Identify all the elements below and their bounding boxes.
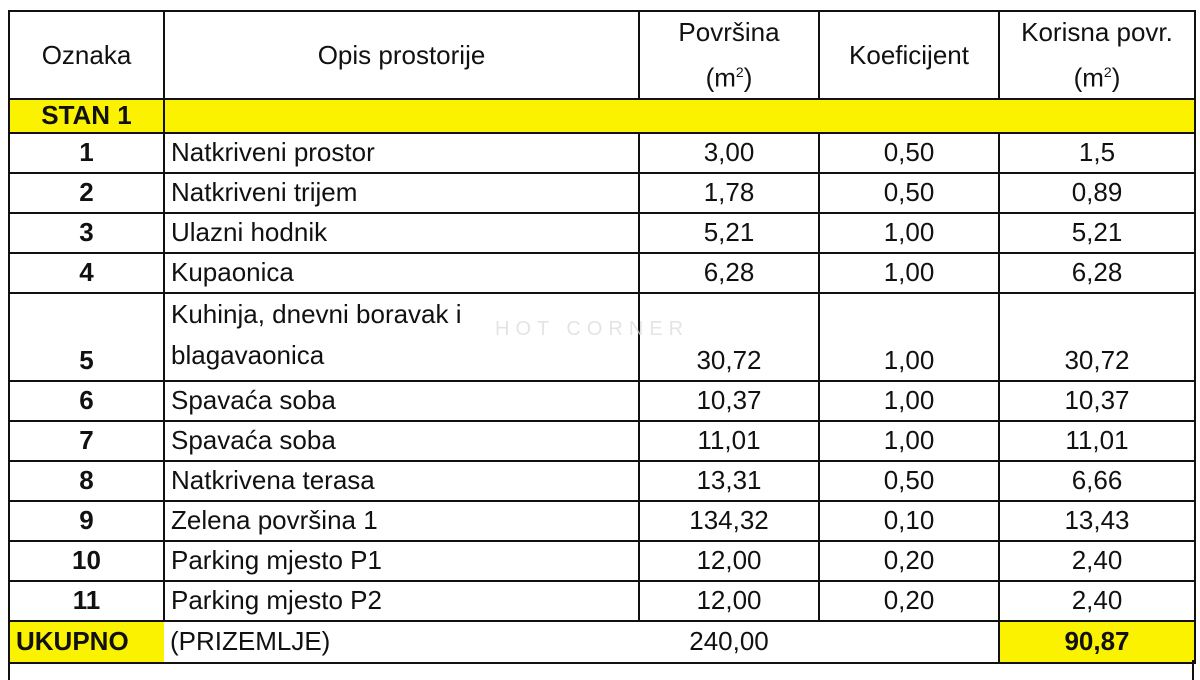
table-row: 4 Kupaonica 6,28 1,00 6,28 <box>8 251 1196 294</box>
row-opis: Ulazni hodnik <box>163 211 640 254</box>
table-row: 10 Parking mjesto P1 12,00 0,20 2,40 <box>8 539 1196 582</box>
row-korisna: 30,72 <box>998 291 1196 382</box>
row-povrsina: 12,00 <box>638 539 820 582</box>
row-oznaka: 9 <box>8 499 165 542</box>
row-koeficijent: 0,20 <box>818 539 1000 582</box>
row-korisna: 0,89 <box>998 171 1196 214</box>
row-povrsina: 3,00 <box>638 131 820 174</box>
table-row: 7 Spavaća soba 11,01 1,00 11,01 <box>8 419 1196 462</box>
row-korisna: 2,40 <box>998 579 1196 622</box>
table-row: 6 Spavaća soba 10,37 1,00 10,37 <box>8 379 1196 422</box>
row-korisna: 11,01 <box>998 419 1196 462</box>
row-opis: Natkriveni trijem <box>163 171 640 214</box>
row-opis: Natkrivena terasa <box>163 459 640 502</box>
row-oznaka: 5 <box>8 291 165 382</box>
header-korisna-unit: (m <box>1073 62 1104 93</box>
row-opis: Kuhinja, dnevni boravak i blagavaonica <box>163 291 640 382</box>
row-opis: Parking mjesto P2 <box>163 579 640 622</box>
area-table: Oznaka Opis prostorije Površina (m2) Koe… <box>8 10 1196 664</box>
table-row: 11 Parking mjesto P2 12,00 0,20 2,40 <box>8 579 1196 622</box>
row-oznaka: 7 <box>8 419 165 462</box>
row-povrsina: 6,28 <box>638 251 820 294</box>
row-koeficijent: 1,00 <box>818 251 1000 294</box>
total-label: UKUPNO <box>8 619 164 664</box>
table-row: 5 Kuhinja, dnevni boravak i blagavaonica… <box>8 291 1196 382</box>
row-povrsina: 13,31 <box>638 459 820 502</box>
row-povrsina: 11,01 <box>638 419 820 462</box>
row-opis: Kupaonica <box>163 251 640 294</box>
row-koeficijent: 1,00 <box>818 211 1000 254</box>
header-oznaka: Oznaka <box>8 10 165 100</box>
row-korisna: 13,43 <box>998 499 1196 542</box>
row-koeficijent: 1,00 <box>818 379 1000 422</box>
row-korisna: 10,37 <box>998 379 1196 422</box>
row-povrsina: 1,78 <box>638 171 820 214</box>
row-korisna: 6,28 <box>998 251 1196 294</box>
row-povrsina: 5,21 <box>638 211 820 254</box>
section-label: STAN 1 <box>8 97 165 134</box>
total-povrsina: 240,00 <box>639 619 819 664</box>
unit-sup: 2 <box>1103 64 1112 80</box>
table-header-row: Oznaka Opis prostorije Površina (m2) Koe… <box>8 10 1196 100</box>
row-oznaka: 1 <box>8 131 165 174</box>
header-koeficijent: Koeficijent <box>818 10 1000 100</box>
row-korisna: 1,5 <box>998 131 1196 174</box>
row-opis-line1: Kuhinja, dnevni boravak i <box>171 298 462 329</box>
table-row: 1 Natkriveni prostor 3,00 0,50 1,5 <box>8 131 1196 174</box>
header-povrsina: Površina (m2) <box>638 10 820 100</box>
row-koeficijent: 1,00 <box>818 419 1000 462</box>
row-opis-line2: blagavaonica <box>171 339 325 370</box>
row-oznaka: 6 <box>8 379 165 422</box>
header-povrsina-label: Površina <box>678 17 780 47</box>
row-oznaka: 3 <box>8 211 165 254</box>
header-korisna-label: Korisna povr. <box>1021 17 1173 47</box>
unit-close: ) <box>743 62 753 93</box>
row-koeficijent: 0,10 <box>818 499 1000 542</box>
row-oznaka: 4 <box>8 251 165 294</box>
table-row: 2 Natkriveni trijem 1,78 0,50 0,89 <box>8 171 1196 214</box>
table-row: 9 Zelena površina 1 134,32 0,10 13,43 <box>8 499 1196 542</box>
header-opis: Opis prostorije <box>163 10 640 100</box>
row-oznaka: 2 <box>8 171 165 214</box>
row-opis: Zelena površina 1 <box>163 499 640 542</box>
row-opis: Parking mjesto P1 <box>163 539 640 582</box>
top-strip <box>0 0 1200 10</box>
row-opis: Spavaća soba <box>163 379 640 422</box>
row-oznaka: 11 <box>8 579 165 622</box>
row-povrsina: 12,00 <box>638 579 820 622</box>
unit-close: ) <box>1111 62 1121 93</box>
row-opis: Natkriveni prostor <box>163 131 640 174</box>
row-koeficijent: 0,50 <box>818 171 1000 214</box>
row-koeficijent: 0,50 <box>818 131 1000 174</box>
total-row: UKUPNO (PRIZEMLJE) 240,00 90,87 <box>8 619 1196 664</box>
section-row: STAN 1 <box>8 97 1196 134</box>
row-koeficijent: 0,20 <box>818 579 1000 622</box>
row-oznaka: 8 <box>8 459 165 502</box>
row-opis: Spavaća soba <box>163 419 640 462</box>
unit-sup: 2 <box>735 64 744 80</box>
section-fill <box>163 97 1196 134</box>
watermark: HOT CORNER <box>495 318 690 340</box>
table-row: 8 Natkrivena terasa 13,31 0,50 6,66 <box>8 459 1196 502</box>
row-koeficijent: 0,50 <box>818 459 1000 502</box>
row-povrsina: 30,72 <box>638 291 820 382</box>
total-empty <box>819 619 1000 664</box>
total-korisna: 90,87 <box>998 619 1196 664</box>
bottom-box <box>8 660 1194 680</box>
header-korisna: Korisna povr. (m2) <box>998 10 1196 100</box>
row-koeficijent: 1,00 <box>818 291 1000 382</box>
row-korisna: 6,66 <box>998 459 1196 502</box>
row-povrsina: 10,37 <box>638 379 820 422</box>
row-oznaka: 10 <box>8 539 165 582</box>
total-note: (PRIZEMLJE) <box>164 619 639 664</box>
row-korisna: 2,40 <box>998 539 1196 582</box>
row-korisna: 5,21 <box>998 211 1196 254</box>
row-povrsina: 134,32 <box>638 499 820 542</box>
table-row: 3 Ulazni hodnik 5,21 1,00 5,21 <box>8 211 1196 254</box>
header-povrsina-unit: (m <box>705 62 736 93</box>
